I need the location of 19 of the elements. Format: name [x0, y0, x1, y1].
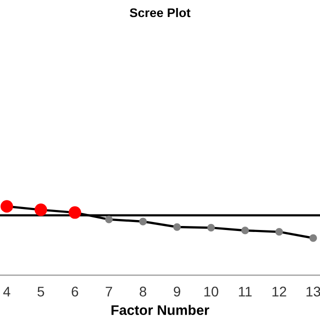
- x-tick-label: 12: [272, 286, 286, 296]
- point: [173, 223, 181, 231]
- x-tick-label: 7: [106, 286, 112, 296]
- point: [275, 228, 283, 236]
- point: [241, 226, 249, 234]
- x-tick-label: 11: [238, 286, 252, 296]
- x-tick-label: 6: [72, 286, 78, 297]
- x-axis-title: Factor Number: [112, 304, 210, 316]
- x-tick-label: 4: [3, 286, 10, 296]
- x-tick-label: 9: [174, 286, 180, 297]
- x-tick-label: 5: [38, 286, 44, 297]
- point: [207, 224, 215, 232]
- point: [309, 234, 318, 242]
- chart-title: Scree Plot: [130, 8, 190, 18]
- x-tick-label: 8: [140, 286, 146, 297]
- point: [105, 216, 113, 224]
- x-tick-label: 10: [204, 286, 218, 297]
- x-tick-label: 13: [306, 286, 320, 297]
- point: [139, 218, 147, 226]
